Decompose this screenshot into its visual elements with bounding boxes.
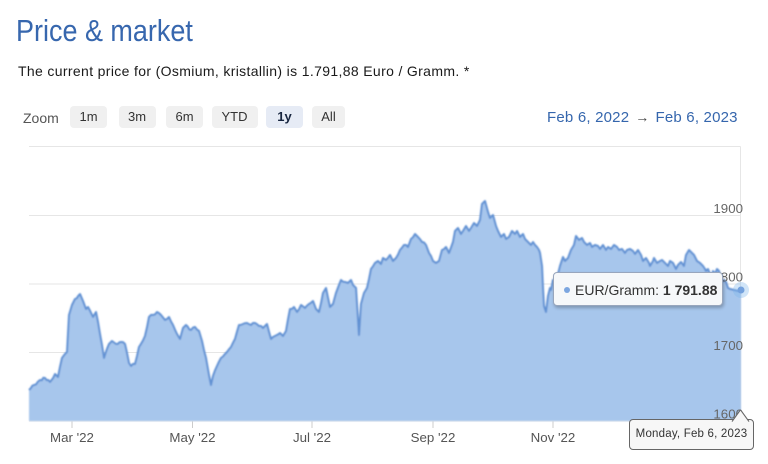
svg-text:Sep '22: Sep '22 [411, 430, 456, 445]
svg-text:Jul '22: Jul '22 [293, 430, 331, 445]
svg-text:May '22: May '22 [169, 430, 215, 445]
svg-text:1700: 1700 [713, 338, 743, 353]
svg-text:1900: 1900 [713, 201, 743, 216]
svg-text:Mar '22: Mar '22 [50, 430, 94, 445]
svg-text:Nov '22: Nov '22 [531, 430, 576, 445]
